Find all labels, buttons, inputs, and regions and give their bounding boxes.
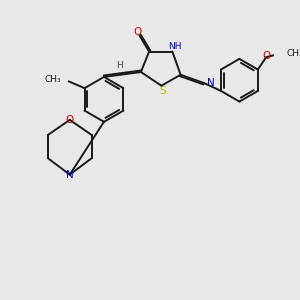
Text: O: O [262, 51, 271, 61]
Text: CH₃: CH₃ [286, 49, 300, 58]
Text: H: H [116, 61, 123, 70]
Text: CH₃: CH₃ [44, 76, 61, 85]
Text: N: N [207, 78, 215, 88]
Text: S: S [160, 85, 166, 96]
Text: O: O [133, 27, 142, 38]
Text: NH: NH [168, 42, 182, 51]
Text: O: O [66, 115, 74, 125]
Text: N: N [66, 169, 74, 180]
